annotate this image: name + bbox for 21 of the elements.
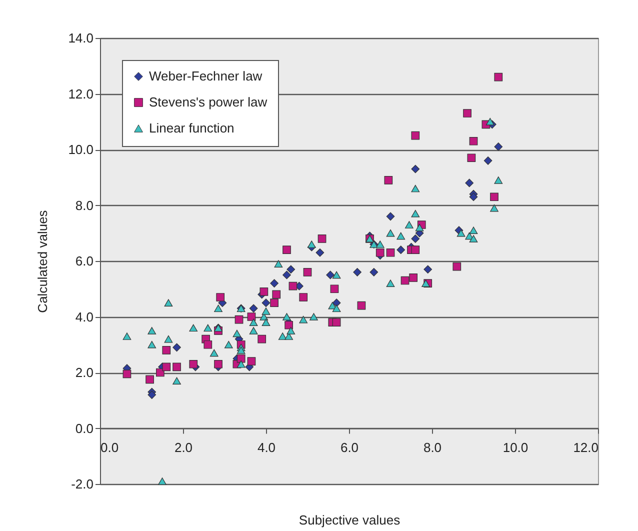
y-tick-label: -2.0 [71, 476, 94, 492]
y-tick-label: 14.0 [68, 30, 94, 46]
y-tick-label: 12.0 [68, 86, 94, 102]
y-tick-label: 6.0 [75, 254, 94, 268]
legend-label: Linear function [149, 120, 234, 136]
y-axis-title: Calculated values [35, 210, 50, 313]
x-axis-title: Subjective values [298, 512, 401, 528]
x-tick-label: 10.0 [502, 440, 528, 455]
y-tick-label: 2.0 [75, 365, 94, 380]
x-tick-label: 2.0 [174, 440, 193, 455]
x-tick-label: 12.0 [573, 440, 598, 455]
legend-label: Stevens's power law [149, 94, 268, 110]
x-tick-label: 4.0 [257, 440, 276, 455]
x-tick-label: 8.0 [423, 440, 442, 455]
y-tick-label: 10.0 [68, 142, 94, 157]
y-tick-label: 8.0 [75, 198, 94, 213]
y-tick-label: 0.0 [75, 420, 94, 436]
x-tick-label: 6.0 [340, 440, 359, 455]
x-tick-label: 0.0 [100, 440, 119, 455]
y-tick-label: 4.0 [75, 309, 94, 324]
legend-label: Weber-Fechner law [149, 68, 263, 84]
